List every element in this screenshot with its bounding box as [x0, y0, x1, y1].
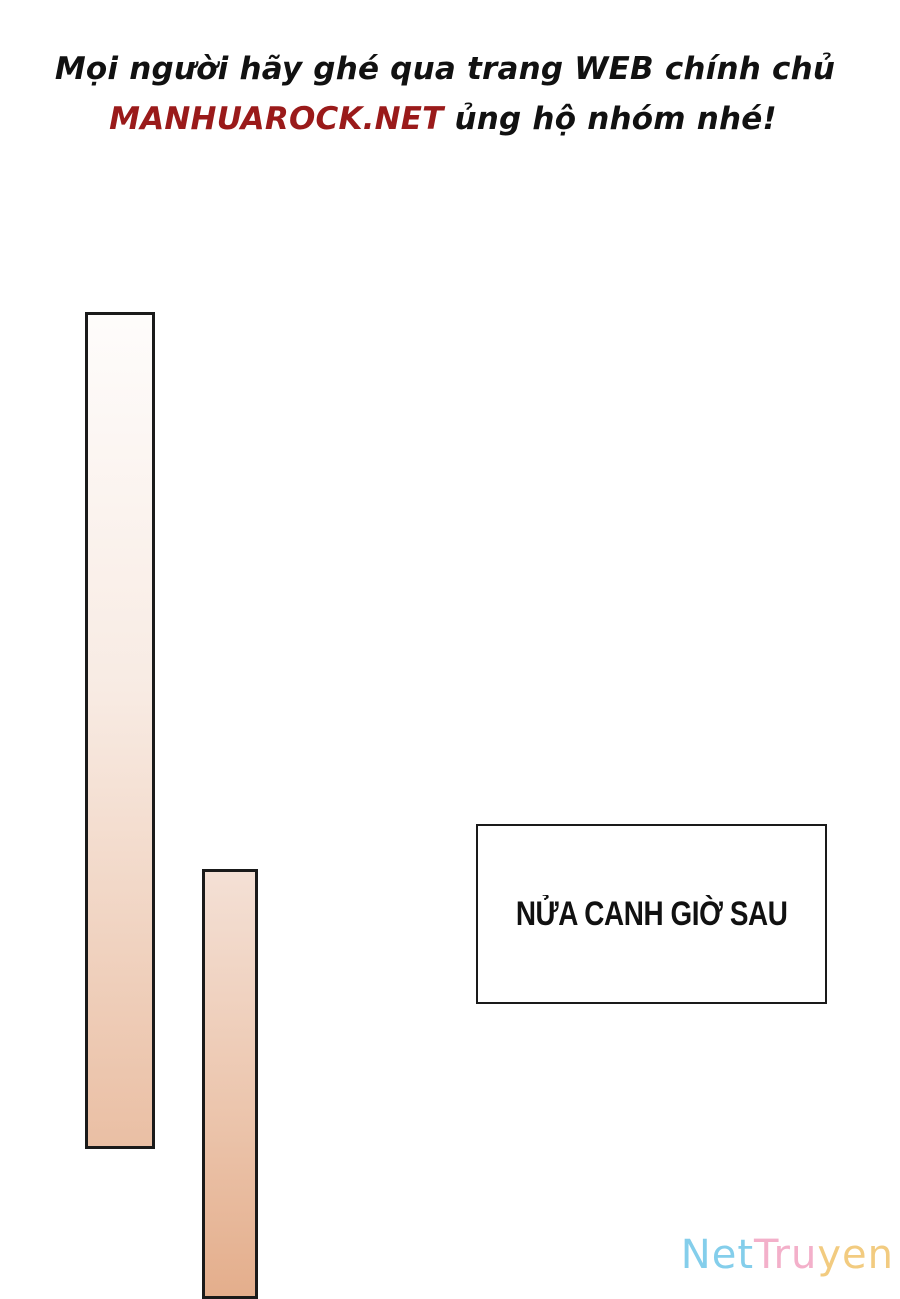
site-name-link[interactable]: MANHUAROCK.NET: [109, 101, 444, 137]
watermark-part-2: Tru: [754, 1232, 818, 1278]
caption-text: NỬA CANH GIỜ SAU: [515, 894, 788, 933]
watermark-part-3: yen: [817, 1232, 894, 1278]
banner-line-2-text: ủng hộ nhóm nhé!: [443, 101, 777, 137]
caption-box: NỬA CANH GIỜ SAU: [476, 824, 827, 1004]
comic-panel-short-bar: [202, 869, 258, 1299]
banner-line-1: Mọi người hãy ghé qua trang WEB chính ch…: [54, 51, 836, 87]
watermark-part-1: Net: [680, 1232, 754, 1278]
watermark-logo: NetTruyen: [681, 1232, 894, 1278]
banner-line-2: MANHUAROCK.NET ủng hộ nhóm nhé!: [0, 94, 900, 144]
comic-panel-tall-bar: [85, 312, 155, 1149]
promo-banner: Mọi người hãy ghé qua trang WEB chính ch…: [0, 44, 900, 144]
